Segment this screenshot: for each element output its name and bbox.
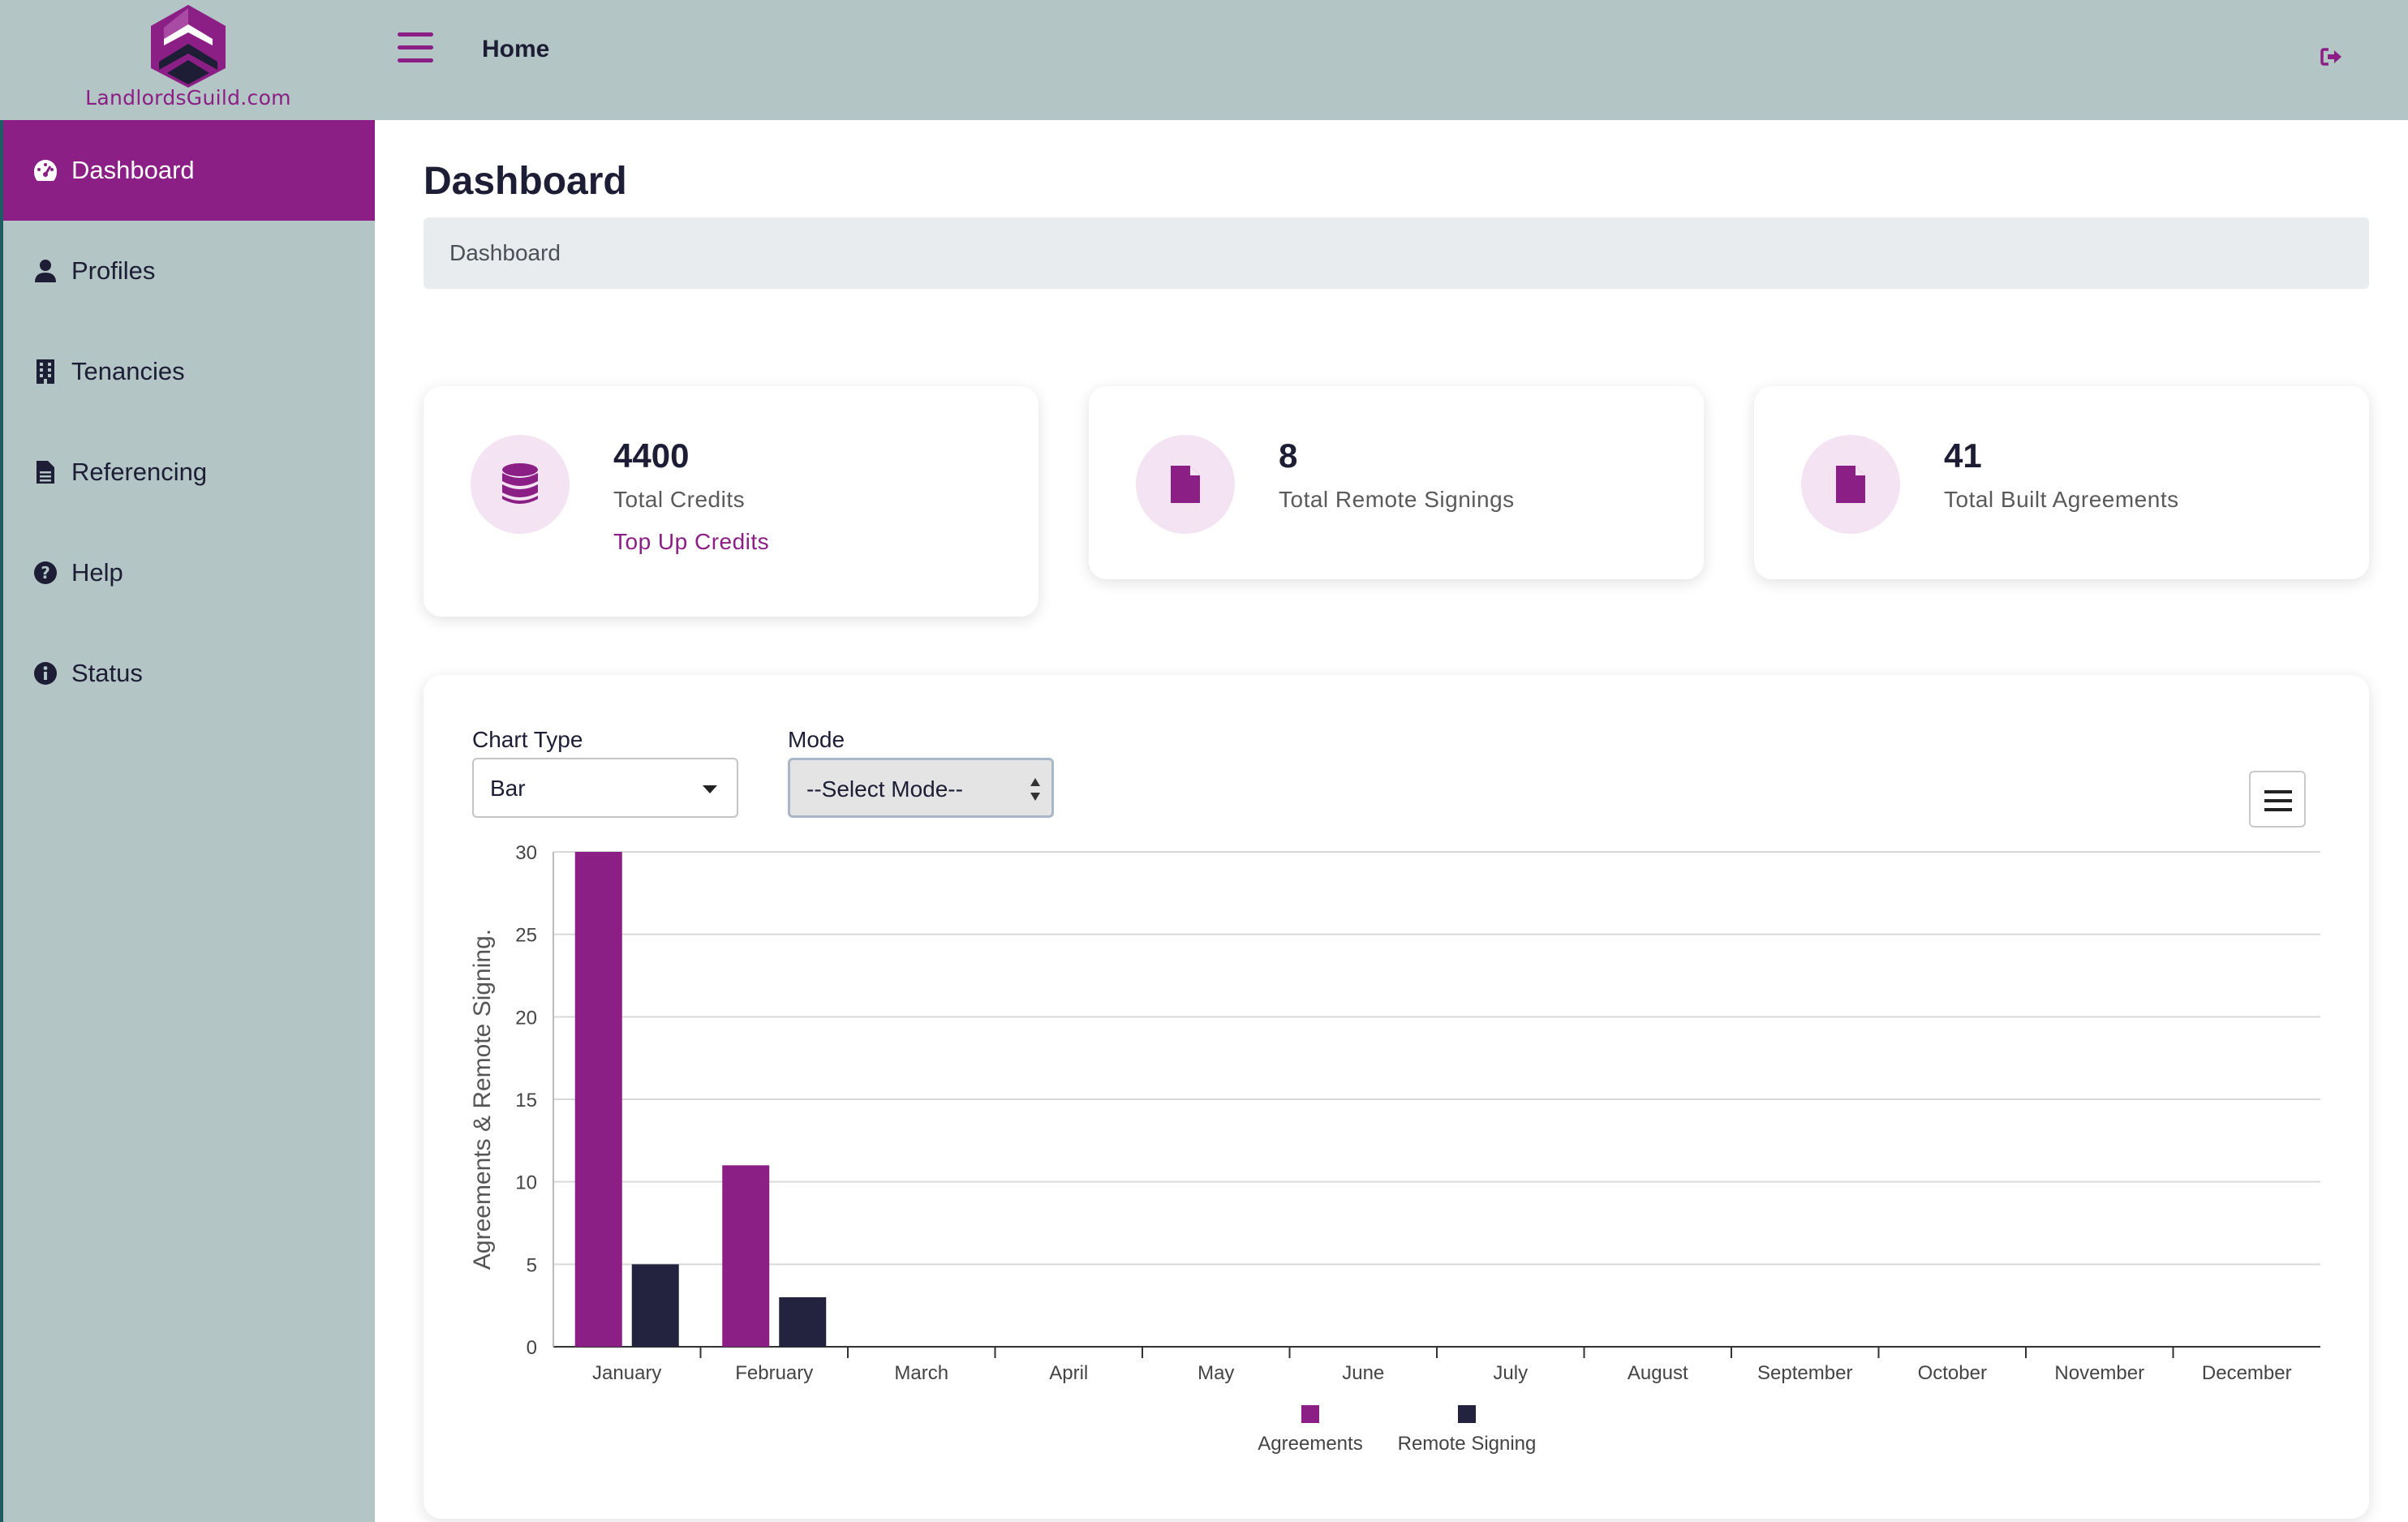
database-icon bbox=[471, 435, 570, 534]
x-tick-label: December bbox=[2202, 1362, 2292, 1384]
sidebar-item-help[interactable]: ? Help bbox=[3, 522, 375, 623]
sidebar-item-tenancies[interactable]: Tenancies bbox=[3, 321, 375, 422]
stat-card-remote-signings: 8 Total Remote Signings bbox=[1089, 386, 1704, 579]
building-icon bbox=[32, 359, 58, 385]
sidebar-item-label: Profiles bbox=[71, 256, 156, 285]
sidebar-item-label: Referencing bbox=[71, 458, 208, 486]
logo-icon bbox=[151, 5, 226, 88]
updown-arrows-icon bbox=[1030, 778, 1040, 801]
legend-swatch bbox=[1301, 1405, 1319, 1423]
y-tick-label: 15 bbox=[515, 1090, 537, 1111]
y-tick-label: 25 bbox=[515, 925, 537, 947]
question-circle-icon: ? bbox=[32, 560, 58, 586]
bar-remote-signing bbox=[779, 1297, 827, 1347]
top-header: LandlordsGuild.com Home bbox=[0, 0, 2408, 120]
x-tick-label: August bbox=[1628, 1362, 1688, 1384]
x-tick-label: April bbox=[1049, 1362, 1088, 1384]
stat-card-built-agreements: 41 Total Built Agreements bbox=[1754, 386, 2369, 579]
y-tick-label: 30 bbox=[515, 842, 537, 864]
chart-type-value: Bar bbox=[490, 776, 526, 801]
bar-chart: 0 5 10 15 20 25 30 January February March April May… bbox=[469, 842, 2320, 1455]
x-tick-label: July bbox=[1493, 1362, 1528, 1384]
logo-text: LandlordsGuild.com bbox=[85, 86, 291, 110]
info-circle-icon bbox=[32, 660, 58, 686]
x-tick-label: November bbox=[2054, 1362, 2144, 1384]
chart-menu-button[interactable] bbox=[2249, 771, 2306, 828]
x-tick-label: October bbox=[1918, 1362, 1987, 1384]
file-text-icon bbox=[32, 459, 58, 485]
mode-value: --Select Mode-- bbox=[806, 776, 963, 802]
sidebar-item-label: Status bbox=[71, 659, 143, 687]
page-title: Dashboard bbox=[424, 160, 627, 203]
menu-toggle-icon[interactable] bbox=[398, 32, 433, 65]
x-tick-label: January bbox=[592, 1362, 661, 1384]
sidebar-item-status[interactable]: Status bbox=[3, 623, 375, 724]
stat-value: 4400 bbox=[613, 436, 690, 475]
x-tick-label: June bbox=[1342, 1362, 1384, 1384]
legend-label: Remote Signing bbox=[1398, 1433, 1537, 1455]
file-icon bbox=[1136, 435, 1235, 534]
sidebar-item-dashboard[interactable]: Dashboard bbox=[3, 120, 375, 221]
y-axis-title: Agreements & Remote Signing. bbox=[469, 929, 496, 1270]
logout-icon[interactable] bbox=[2320, 47, 2343, 67]
stat-label: Total Credits bbox=[613, 487, 746, 512]
x-tick-label: September bbox=[1757, 1362, 1852, 1384]
mode-label: Mode bbox=[788, 727, 845, 752]
chart-type-select[interactable]: Bar bbox=[472, 758, 738, 818]
x-tick-label: March bbox=[894, 1362, 948, 1384]
bar-agreements bbox=[574, 852, 622, 1347]
sidebar-item-referencing[interactable]: Referencing bbox=[3, 422, 375, 522]
header-title: Home bbox=[482, 36, 550, 62]
x-tick-label: May bbox=[1198, 1362, 1234, 1384]
stat-label: Total Remote Signings bbox=[1279, 487, 1515, 512]
user-icon bbox=[32, 258, 58, 284]
bar-agreements bbox=[722, 1165, 770, 1347]
stat-card-credits: 4400 Total Credits Top Up Credits bbox=[424, 386, 1038, 617]
chart-card: Chart Type Bar Mode --Select Mode-- 0 5 10… bbox=[424, 675, 2369, 1519]
bar-remote-signing bbox=[631, 1264, 679, 1347]
y-tick-label: 5 bbox=[527, 1254, 537, 1276]
y-tick-label: 20 bbox=[515, 1007, 537, 1029]
file-icon bbox=[1801, 435, 1900, 534]
sidebar-item-profiles[interactable]: Profiles bbox=[3, 221, 375, 321]
sidebar-item-label: Help bbox=[71, 558, 123, 587]
top-up-credits-link[interactable]: Top Up Credits bbox=[613, 529, 770, 554]
y-tick-label: 10 bbox=[515, 1172, 537, 1194]
stat-value: 41 bbox=[1944, 436, 1982, 475]
legend-label: Agreements bbox=[1258, 1433, 1362, 1455]
mode-select[interactable]: --Select Mode-- bbox=[788, 758, 1054, 818]
x-tick-label: February bbox=[735, 1362, 813, 1384]
legend-swatch bbox=[1458, 1405, 1476, 1423]
gauge-icon bbox=[32, 157, 58, 183]
sidebar-item-label: Dashboard bbox=[71, 156, 195, 184]
y-tick-label: 0 bbox=[527, 1337, 537, 1359]
chart-type-label: Chart Type bbox=[472, 727, 583, 752]
sidebar-item-label: Tenancies bbox=[71, 357, 185, 385]
breadcrumb-item[interactable]: Dashboard bbox=[449, 240, 561, 265]
caret-down-icon bbox=[703, 785, 717, 793]
sidebar: Dashboard Profiles Tenancies Referencing… bbox=[0, 120, 375, 1522]
stat-label: Total Built Agreements bbox=[1944, 487, 2179, 512]
logo[interactable]: LandlordsGuild.com bbox=[81, 0, 295, 120]
breadcrumb: Dashboard bbox=[424, 217, 2369, 289]
stat-value: 8 bbox=[1279, 436, 1298, 475]
svg-text:?: ? bbox=[41, 563, 50, 583]
